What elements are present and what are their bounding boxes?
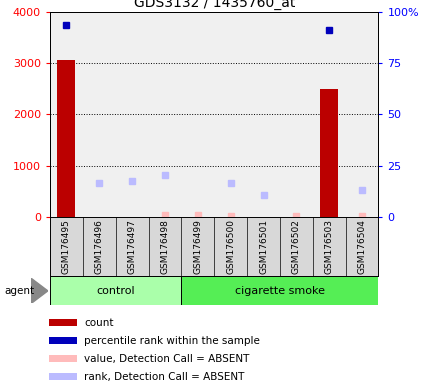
Text: GSM176500: GSM176500 — [226, 219, 235, 274]
Text: cigarette smoke: cigarette smoke — [234, 286, 324, 296]
Bar — [50, 276, 181, 305]
Bar — [49, 373, 76, 380]
Text: percentile rank within the sample: percentile rank within the sample — [84, 336, 260, 346]
Text: GSM176504: GSM176504 — [357, 219, 366, 274]
Text: GSM176495: GSM176495 — [62, 219, 71, 274]
Bar — [319, 89, 338, 217]
Text: GSM176496: GSM176496 — [95, 219, 104, 274]
Text: GSM176501: GSM176501 — [258, 219, 267, 274]
Text: GSM176502: GSM176502 — [291, 219, 300, 274]
Title: GDS3132 / 1435760_at: GDS3132 / 1435760_at — [133, 0, 294, 10]
Bar — [49, 355, 76, 362]
Text: control: control — [96, 286, 135, 296]
Text: value, Detection Call = ABSENT: value, Detection Call = ABSENT — [84, 354, 249, 364]
Text: agent: agent — [4, 286, 34, 296]
Polygon shape — [31, 278, 48, 303]
Bar — [181, 276, 378, 305]
Text: rank, Detection Call = ABSENT: rank, Detection Call = ABSENT — [84, 371, 244, 382]
Bar — [49, 319, 76, 326]
Bar — [49, 337, 76, 344]
Text: GSM176498: GSM176498 — [160, 219, 169, 274]
Text: GSM176497: GSM176497 — [127, 219, 136, 274]
Text: count: count — [84, 318, 114, 328]
Text: GSM176499: GSM176499 — [193, 219, 202, 274]
Text: GSM176503: GSM176503 — [324, 219, 333, 274]
Bar — [57, 60, 76, 217]
